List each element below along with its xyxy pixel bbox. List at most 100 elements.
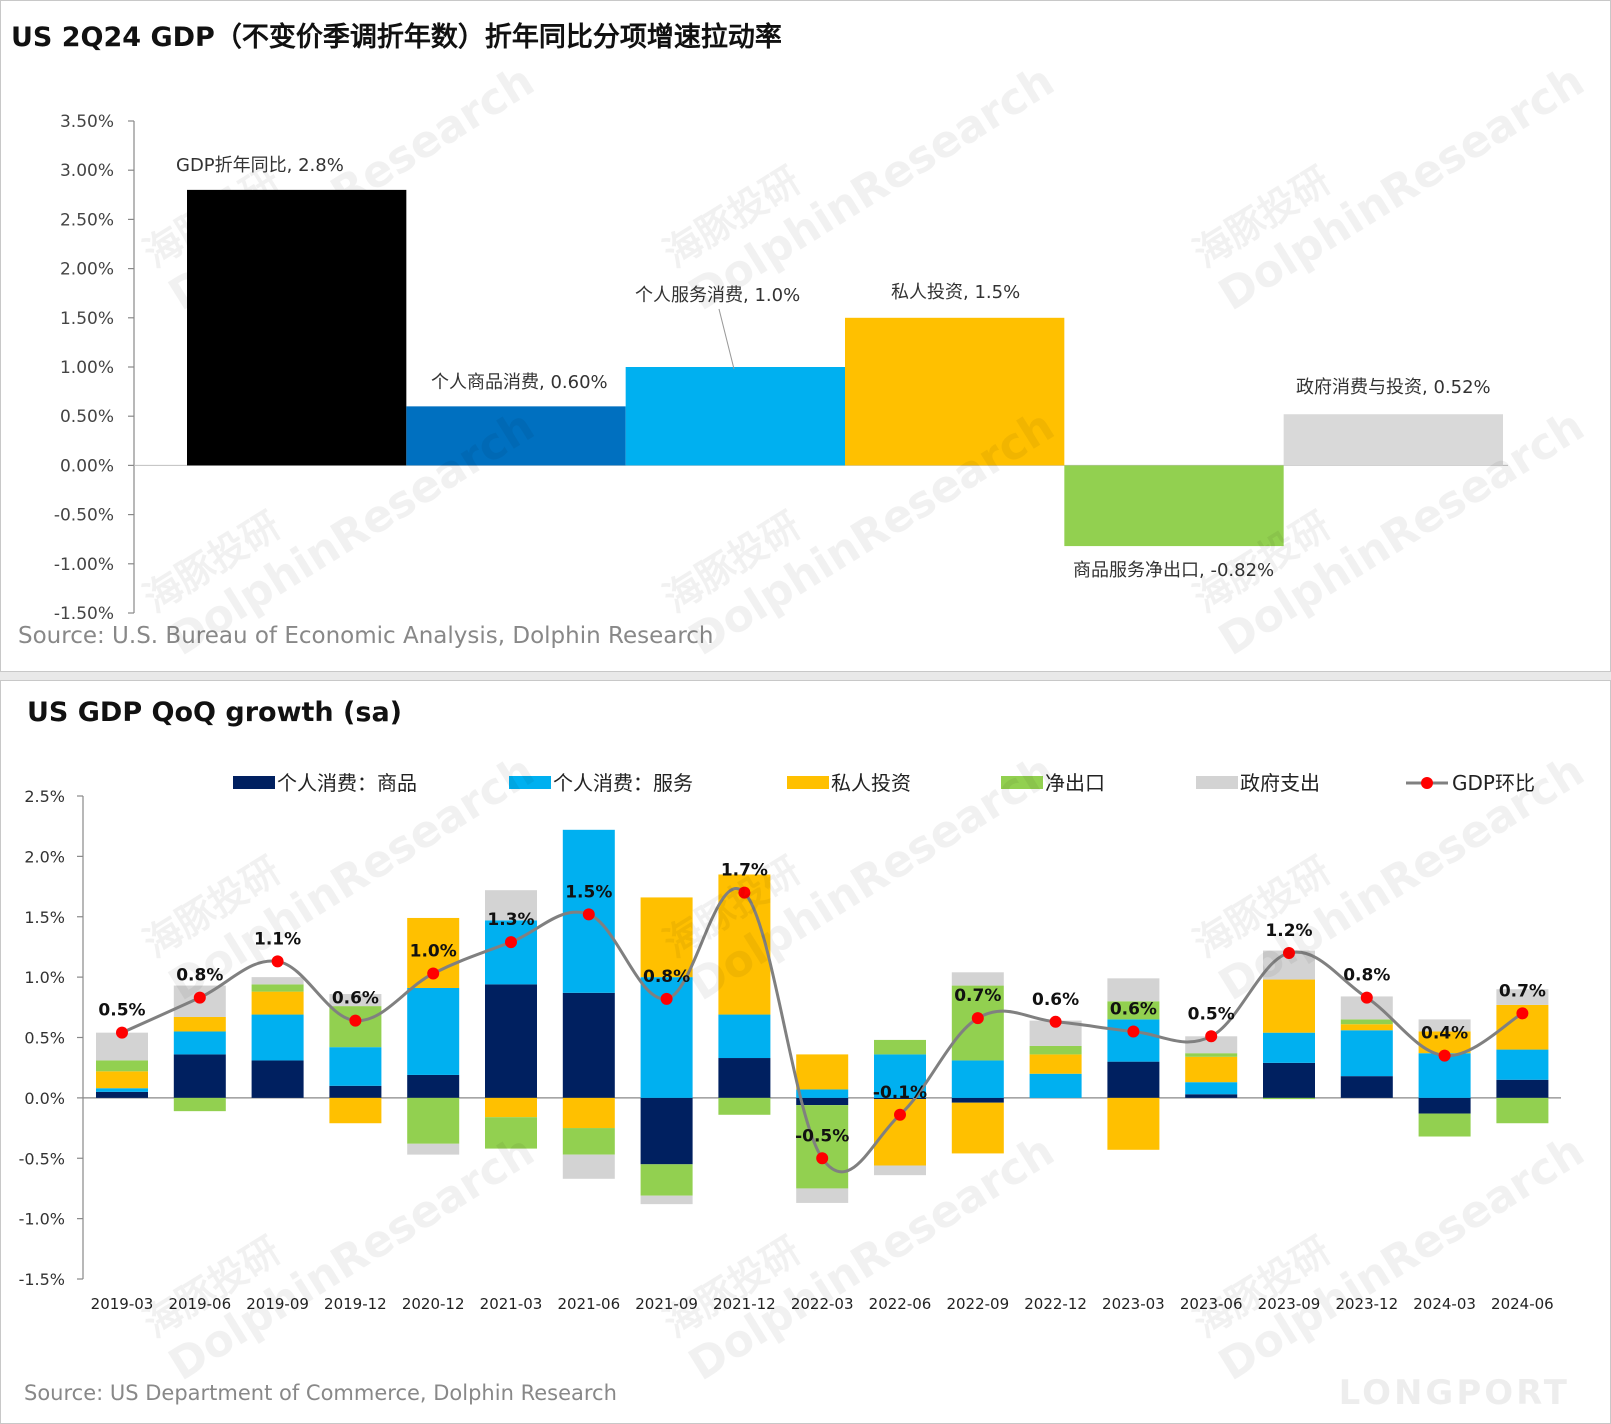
- bar-segment: [485, 1117, 537, 1149]
- x-tick-label: 2022-09: [946, 1295, 1009, 1313]
- x-tick-label: 2022-03: [791, 1295, 854, 1313]
- bar-segment: [718, 1097, 771, 1115]
- gdp-marker: [1127, 1025, 1140, 1038]
- bar-segment: [718, 1014, 771, 1059]
- bar-segment: [1107, 978, 1160, 1002]
- brand-watermark: LONGPORT: [1338, 1373, 1570, 1413]
- gdp-label: 0.5%: [98, 1001, 145, 1021]
- gdp-label: 0.6%: [332, 989, 379, 1009]
- x-tick-label: 2019-03: [91, 1295, 154, 1313]
- bar-segment: [951, 1102, 1004, 1154]
- bar-segment: [407, 1097, 460, 1144]
- bar-segment: [1340, 1019, 1393, 1025]
- legend-label: 政府支出: [1240, 771, 1320, 795]
- legend-label: GDP环比: [1452, 771, 1535, 795]
- bar-segment: [1418, 1113, 1471, 1137]
- legend-swatch: [1001, 776, 1043, 789]
- bar-segment: [1185, 1053, 1238, 1057]
- gdp-marker: [349, 1014, 362, 1027]
- data-label: 私人投资, 1.5%: [891, 282, 1020, 303]
- gdp-marker: [116, 1026, 128, 1039]
- gdp-label: 0.5%: [1188, 1004, 1235, 1024]
- bar-segment: [1029, 1045, 1082, 1055]
- bar-segment: [1107, 1097, 1160, 1150]
- bar-segment: [173, 1054, 226, 1098]
- gdp-label: 0.8%: [643, 967, 690, 987]
- gdp-marker: [816, 1152, 829, 1165]
- y-tick-label: 0.50%: [60, 407, 114, 427]
- chart-source: Source: US Department of Commerce, Dolph…: [24, 1381, 617, 1405]
- legend-swatch: [1196, 776, 1238, 789]
- bar-segment: [251, 984, 304, 992]
- x-tick-label: 2023-09: [1258, 1295, 1321, 1313]
- y-tick-label: 2.0%: [24, 847, 65, 866]
- x-tick-label: 2021-12: [713, 1295, 776, 1313]
- bar-segment: [329, 1047, 382, 1086]
- bar-2: [625, 367, 845, 466]
- bar-segment: [1340, 1076, 1393, 1098]
- x-tick-label: 2019-06: [168, 1295, 231, 1313]
- bar-segment: [251, 991, 304, 1015]
- bar-segment: [173, 1097, 226, 1112]
- bar-segment: [1418, 1097, 1471, 1114]
- bar-segment: [251, 1014, 304, 1061]
- bar-segment: [562, 1154, 615, 1179]
- bar-segment: [485, 1097, 537, 1118]
- gdp-label: 0.6%: [1032, 990, 1079, 1010]
- bar-segment: [96, 1091, 148, 1098]
- bar-segment: [1263, 1032, 1315, 1063]
- y-tick-label: 0.5%: [24, 1029, 65, 1048]
- legend-marker: [1421, 777, 1433, 789]
- y-tick-label: -1.50%: [54, 604, 114, 624]
- y-tick-label: -0.5%: [19, 1149, 65, 1168]
- bar-segment: [329, 1085, 382, 1098]
- x-tick-label: 2022-06: [869, 1295, 932, 1313]
- bar-segment: [1496, 989, 1549, 1005]
- bar-segment: [874, 1039, 926, 1055]
- bar-segment: [951, 972, 1004, 986]
- x-tick-label: 2019-09: [246, 1295, 309, 1313]
- gdp-marker: [738, 886, 751, 899]
- chart-source: Source: U.S. Bureau of Economic Analysis…: [18, 623, 714, 649]
- gdp-label: 1.5%: [565, 882, 612, 902]
- bar-segment: [562, 1128, 615, 1155]
- bar-segment: [1418, 1031, 1471, 1054]
- data-label: GDP折年同比, 2.8%: [176, 155, 344, 176]
- y-tick-label: 1.50%: [60, 309, 114, 329]
- gdp-marker: [1360, 991, 1373, 1004]
- gdp-label: 0.4%: [1421, 1024, 1468, 1044]
- bar-segment: [951, 1060, 1004, 1098]
- bar-1: [406, 406, 626, 466]
- y-tick-label: 2.00%: [60, 260, 114, 280]
- bar-segment: [173, 1016, 226, 1032]
- y-tick-label: 0.00%: [60, 456, 114, 476]
- gdp-marker: [894, 1108, 906, 1121]
- bar-segment: [1496, 1049, 1549, 1080]
- gdp-line: [121, 887, 1524, 1174]
- gdp-label: 1.0%: [410, 942, 457, 962]
- bar-5: [1283, 414, 1503, 466]
- qoq-stacked-chart: 2.5% 2.0% 1.5% 1.0% 0.5% 0.0% -0.5% -1.0% -1.5% 2…: [19, 771, 1561, 1313]
- bar-segment: [1496, 1079, 1549, 1098]
- gdp-marker: [660, 992, 673, 1005]
- gdp-label: 1.7%: [721, 861, 768, 881]
- y-tick-label: 3.00%: [60, 161, 114, 181]
- y-tick-label: -0.50%: [54, 506, 114, 526]
- data-label: 商品服务净出口, -0.82%: [1073, 560, 1274, 581]
- bar-segment: [796, 1188, 849, 1203]
- bar-segment: [640, 1097, 693, 1165]
- bar-segment: [796, 1089, 849, 1098]
- chart-title: US 2Q24 GDP（不变价季调折年数）折年同比分项增速拉动率: [11, 22, 782, 53]
- bar-segment: [1340, 996, 1393, 1020]
- bar-0: [187, 189, 407, 466]
- bar-3: [845, 317, 1065, 466]
- gdp-marker: [271, 955, 284, 968]
- y-tick-label: 1.00%: [60, 358, 114, 378]
- gdp-marker: [582, 908, 595, 921]
- bar-segment: [485, 920, 537, 985]
- gdp-marker: [1438, 1049, 1451, 1062]
- x-tick-label: 2020-12: [402, 1295, 465, 1313]
- gdp-marker: [1283, 946, 1295, 959]
- legend-swatch: [509, 776, 551, 789]
- bar-segment: [718, 1058, 771, 1098]
